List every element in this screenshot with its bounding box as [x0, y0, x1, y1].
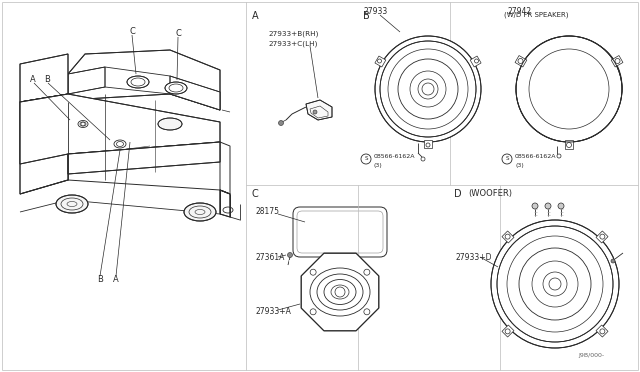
- Polygon shape: [375, 56, 386, 67]
- Polygon shape: [68, 142, 220, 174]
- Ellipse shape: [158, 118, 182, 130]
- FancyBboxPatch shape: [293, 207, 387, 257]
- Text: 27933+B(RH): 27933+B(RH): [268, 31, 318, 37]
- Polygon shape: [515, 55, 527, 67]
- Text: (W/D FR SPEAKER): (W/D FR SPEAKER): [504, 11, 568, 17]
- Text: 27933+C(LH): 27933+C(LH): [268, 41, 317, 47]
- Polygon shape: [68, 50, 220, 110]
- Polygon shape: [596, 325, 608, 337]
- Text: A: A: [113, 276, 119, 285]
- Polygon shape: [502, 231, 514, 243]
- Polygon shape: [424, 140, 432, 148]
- Polygon shape: [565, 140, 573, 149]
- Text: A: A: [252, 11, 259, 21]
- Circle shape: [375, 36, 481, 142]
- Polygon shape: [301, 253, 379, 331]
- Ellipse shape: [165, 82, 187, 94]
- Polygon shape: [68, 67, 105, 94]
- Text: (3): (3): [515, 163, 524, 167]
- Text: 08566-6162A: 08566-6162A: [374, 154, 415, 160]
- Text: (3): (3): [374, 163, 383, 167]
- Text: S: S: [364, 157, 368, 161]
- Text: C: C: [252, 189, 259, 199]
- Circle shape: [313, 110, 317, 114]
- Ellipse shape: [56, 195, 88, 213]
- Polygon shape: [20, 54, 68, 102]
- Text: C: C: [129, 28, 135, 36]
- Ellipse shape: [127, 76, 149, 88]
- Ellipse shape: [184, 203, 216, 221]
- Polygon shape: [220, 142, 230, 194]
- Polygon shape: [611, 55, 623, 67]
- Circle shape: [497, 226, 613, 342]
- Circle shape: [545, 203, 551, 209]
- Polygon shape: [596, 231, 608, 243]
- Ellipse shape: [78, 121, 88, 128]
- Text: D: D: [454, 189, 461, 199]
- Text: 28175: 28175: [255, 208, 279, 217]
- Polygon shape: [502, 325, 514, 337]
- Text: B: B: [363, 11, 370, 21]
- Circle shape: [278, 121, 284, 125]
- Polygon shape: [306, 100, 332, 120]
- Text: A: A: [30, 76, 36, 84]
- Circle shape: [558, 203, 564, 209]
- Text: S: S: [505, 157, 509, 161]
- Text: 27933+D: 27933+D: [456, 253, 493, 262]
- Text: 27933+A: 27933+A: [255, 308, 291, 317]
- Circle shape: [532, 203, 538, 209]
- Text: 27361A: 27361A: [255, 253, 284, 262]
- Text: B: B: [97, 276, 103, 285]
- Circle shape: [380, 41, 476, 137]
- Text: J9B/000-: J9B/000-: [578, 353, 604, 359]
- Circle shape: [491, 220, 619, 348]
- Text: (WOOFER): (WOOFER): [468, 189, 512, 198]
- Text: C: C: [175, 29, 181, 38]
- Polygon shape: [470, 56, 481, 67]
- Circle shape: [287, 253, 292, 257]
- Circle shape: [611, 259, 615, 263]
- Polygon shape: [20, 94, 220, 164]
- Polygon shape: [170, 76, 220, 110]
- Circle shape: [516, 36, 622, 142]
- Polygon shape: [20, 94, 68, 194]
- Text: 27933: 27933: [363, 7, 387, 16]
- Ellipse shape: [532, 39, 622, 135]
- Text: 08566-6162A: 08566-6162A: [515, 154, 557, 160]
- Text: 27942: 27942: [508, 7, 532, 16]
- Text: B: B: [44, 76, 50, 84]
- Polygon shape: [220, 190, 230, 217]
